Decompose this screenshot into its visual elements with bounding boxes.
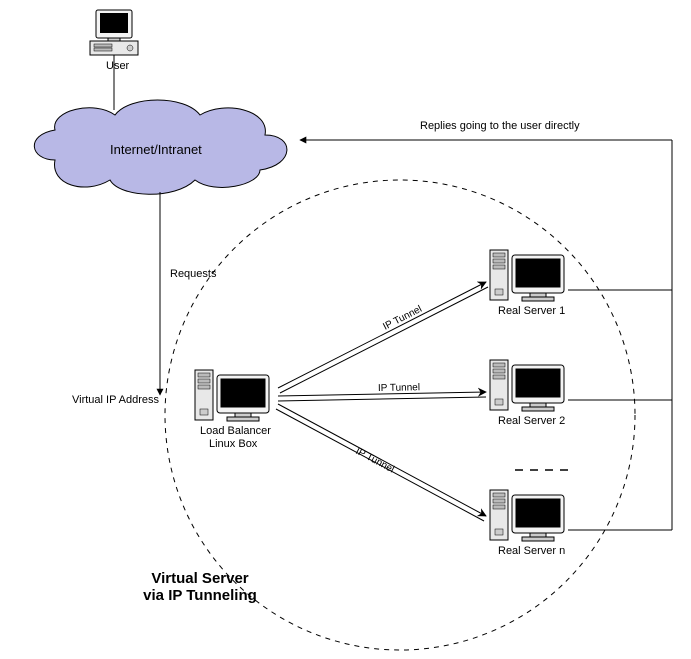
title-line1: Virtual Server (151, 570, 248, 587)
diagram-canvas: IP Tunnel IP Tunnel IP Tunnel (0, 0, 691, 659)
real-server-1-icon (490, 250, 564, 301)
diagram-title: Virtual Server via IP Tunneling (110, 570, 290, 604)
load-balancer-icon (195, 370, 269, 421)
reply-lines (300, 140, 672, 530)
real-server-n-label: Real Server n (498, 545, 565, 557)
real-server-2-label: Real Server 2 (498, 415, 565, 427)
real-server-2-icon (490, 360, 564, 411)
real-server-n-icon (490, 490, 564, 541)
ip-tunnel-label-1: IP Tunnel (381, 304, 423, 333)
load-balancer-label-2: Linux Box (209, 438, 257, 450)
ip-tunnel-label-3: IP Tunnel (354, 446, 396, 475)
virtual-ip-label: Virtual IP Address (72, 394, 159, 406)
user-computer-icon (90, 10, 138, 55)
real-server-1-label: Real Server 1 (498, 305, 565, 317)
requests-label: Requests (170, 268, 216, 280)
load-balancer-label-1: Load Balancer (200, 425, 271, 437)
ip-tunnel-label-2: IP Tunnel (378, 382, 420, 394)
cloud-label: Internet/Intranet (110, 142, 202, 157)
title-line2: via IP Tunneling (143, 587, 257, 604)
tunnel-arrows (276, 282, 488, 521)
user-label: User (106, 60, 129, 72)
replies-label: Replies going to the user directly (420, 120, 580, 132)
